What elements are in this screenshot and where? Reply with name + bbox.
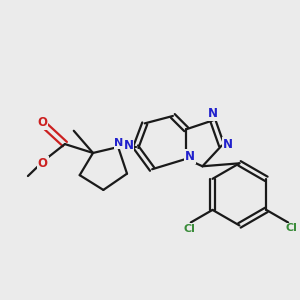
Text: N: N — [114, 139, 124, 148]
Text: O: O — [37, 116, 47, 129]
Text: N: N — [223, 138, 233, 151]
Text: N: N — [124, 139, 134, 152]
Text: Cl: Cl — [183, 224, 195, 234]
Text: O: O — [38, 158, 48, 170]
Text: N: N — [185, 150, 195, 163]
Text: Cl: Cl — [286, 224, 298, 233]
Text: N: N — [208, 107, 218, 120]
